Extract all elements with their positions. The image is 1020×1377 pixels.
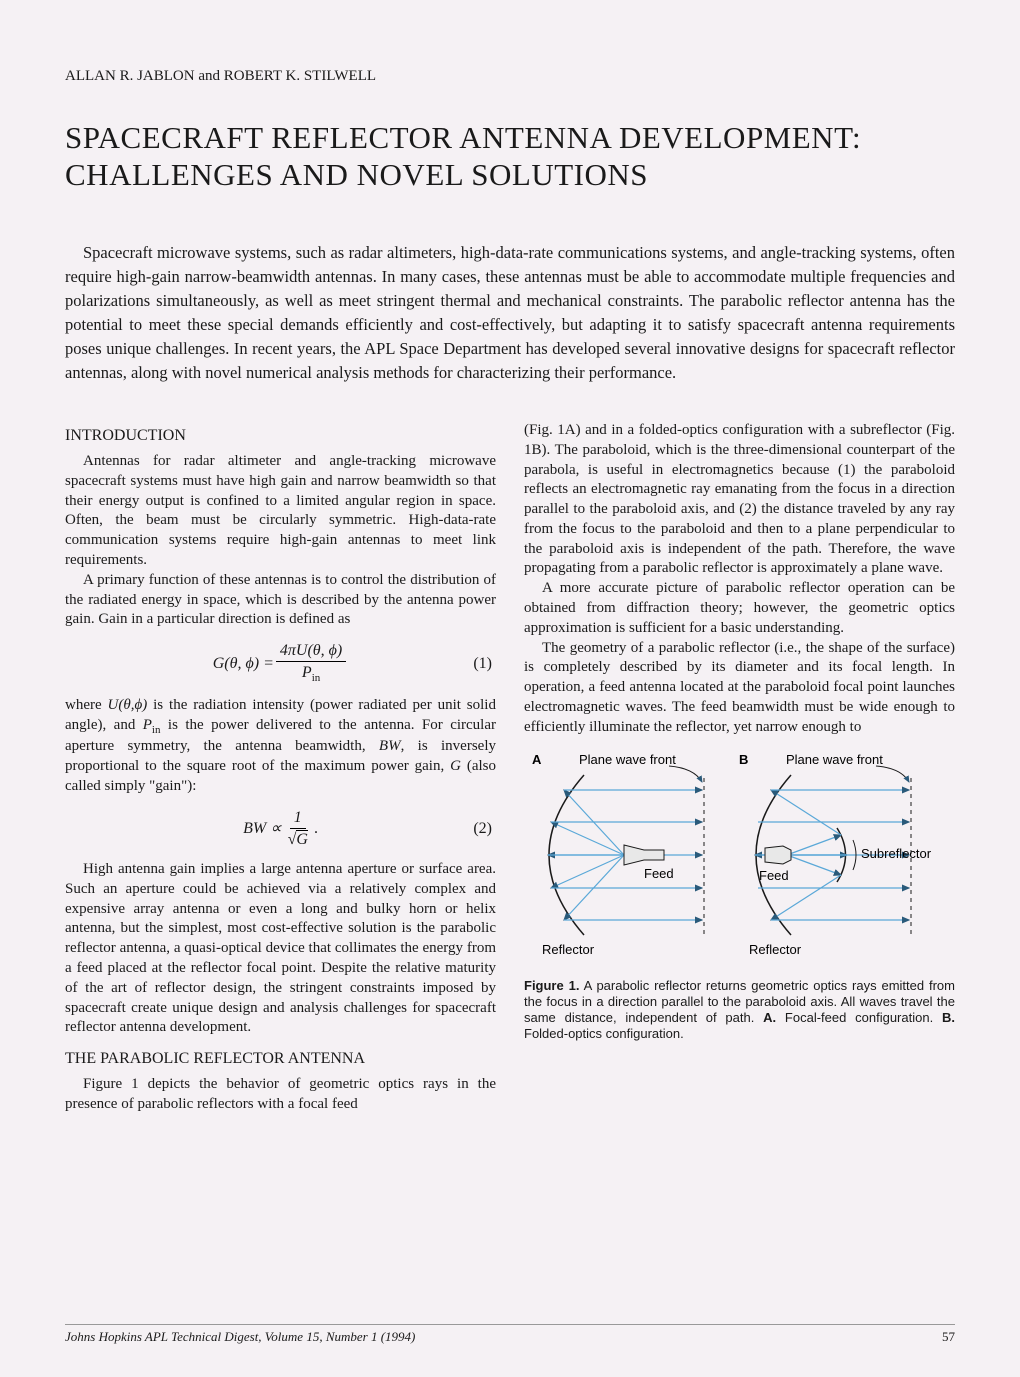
eq2-tail: .	[314, 818, 318, 839]
eq2-num: 1	[290, 807, 306, 829]
fig-caption-a: A.	[763, 1010, 776, 1025]
fig-reflector-b: Reflector	[749, 942, 802, 957]
right-column: (Fig. 1A) and in a folded-optics configu…	[524, 421, 955, 1115]
fig-caption-lead: Figure 1.	[524, 978, 579, 993]
col2-p3: The geometry of a parabolic reflector (i…	[524, 639, 955, 738]
eq1-number: (1)	[473, 653, 492, 674]
intro-heading: INTRODUCTION	[65, 425, 496, 446]
intro-p1: Antennas for radar altimeter and angle-t…	[65, 452, 496, 571]
figure-1-svg: A Plane wave front	[524, 750, 944, 970]
page-title: SPACECRAFT REFLECTOR ANTENNA DEVELOPMENT…	[65, 119, 955, 193]
eq1-fraction: 4πU(θ, ϕ) Pin	[276, 640, 346, 686]
eq2-number: (2)	[473, 818, 492, 839]
fig-subreflector: Subreflector	[861, 846, 932, 861]
eq1-num: 4πU(θ, ϕ)	[276, 640, 346, 662]
two-column-body: INTRODUCTION Antennas for radar altimete…	[65, 421, 955, 1115]
fig-caption-b: B.	[942, 1010, 955, 1025]
figure-1-caption: Figure 1. A parabolic reflector returns …	[524, 978, 955, 1043]
fig-feed-b: Feed	[759, 868, 789, 883]
figure-1: A Plane wave front	[524, 750, 955, 1043]
parab-p1: Figure 1 depicts the behavior of geometr…	[65, 1075, 496, 1115]
page-footer: Johns Hopkins APL Technical Digest, Volu…	[65, 1324, 955, 1345]
fig-reflector-a: Reflector	[542, 942, 595, 957]
eq2-lhs: BW ∝	[243, 818, 282, 839]
eq1-den: Pin	[298, 662, 324, 686]
fig-plane-wave-b: Plane wave front	[786, 752, 883, 767]
equation-1: G(θ, ϕ) = 4πU(θ, ϕ) Pin (1)	[65, 640, 496, 686]
footer-journal: Johns Hopkins APL Technical Digest, Volu…	[65, 1329, 415, 1345]
parabolic-heading: THE PARABOLIC REFLECTOR ANTENNA	[65, 1048, 496, 1069]
title-line2: CHALLENGES AND NOVEL SOLUTIONS	[65, 157, 648, 192]
fig-label-a: A	[532, 752, 542, 767]
fig-feed-a: Feed	[644, 866, 674, 881]
footer-page-number: 57	[942, 1329, 955, 1345]
fig-plane-wave-a: Plane wave front	[579, 752, 676, 767]
col2-p1: (Fig. 1A) and in a folded-optics configu…	[524, 421, 955, 579]
abstract-text: Spacecraft microwave systems, such as ra…	[65, 243, 955, 382]
fig-label-b: B	[739, 752, 748, 767]
left-column: INTRODUCTION Antennas for radar altimete…	[65, 421, 496, 1115]
intro-p3: where U(θ,ϕ) is the radiation intensity …	[65, 696, 496, 797]
eq2-fraction: 1 √G	[284, 807, 312, 850]
col2-p2: A more accurate picture of parabolic ref…	[524, 579, 955, 638]
intro-p2: A primary function of these antennas is …	[65, 571, 496, 630]
equation-2: BW ∝ 1 √G . (2)	[65, 807, 496, 850]
title-line1: SPACECRAFT REFLECTOR ANTENNA DEVELOPMENT…	[65, 120, 861, 155]
intro-p4: High antenna gain implies a large antenn…	[65, 860, 496, 1038]
eq1-lhs: G(θ, ϕ) =	[213, 653, 274, 674]
eq2-den: √G	[284, 829, 312, 850]
abstract: Spacecraft microwave systems, such as ra…	[65, 241, 955, 385]
authors-line: ALLAN R. JABLON and ROBERT K. STILWELL	[65, 68, 955, 85]
